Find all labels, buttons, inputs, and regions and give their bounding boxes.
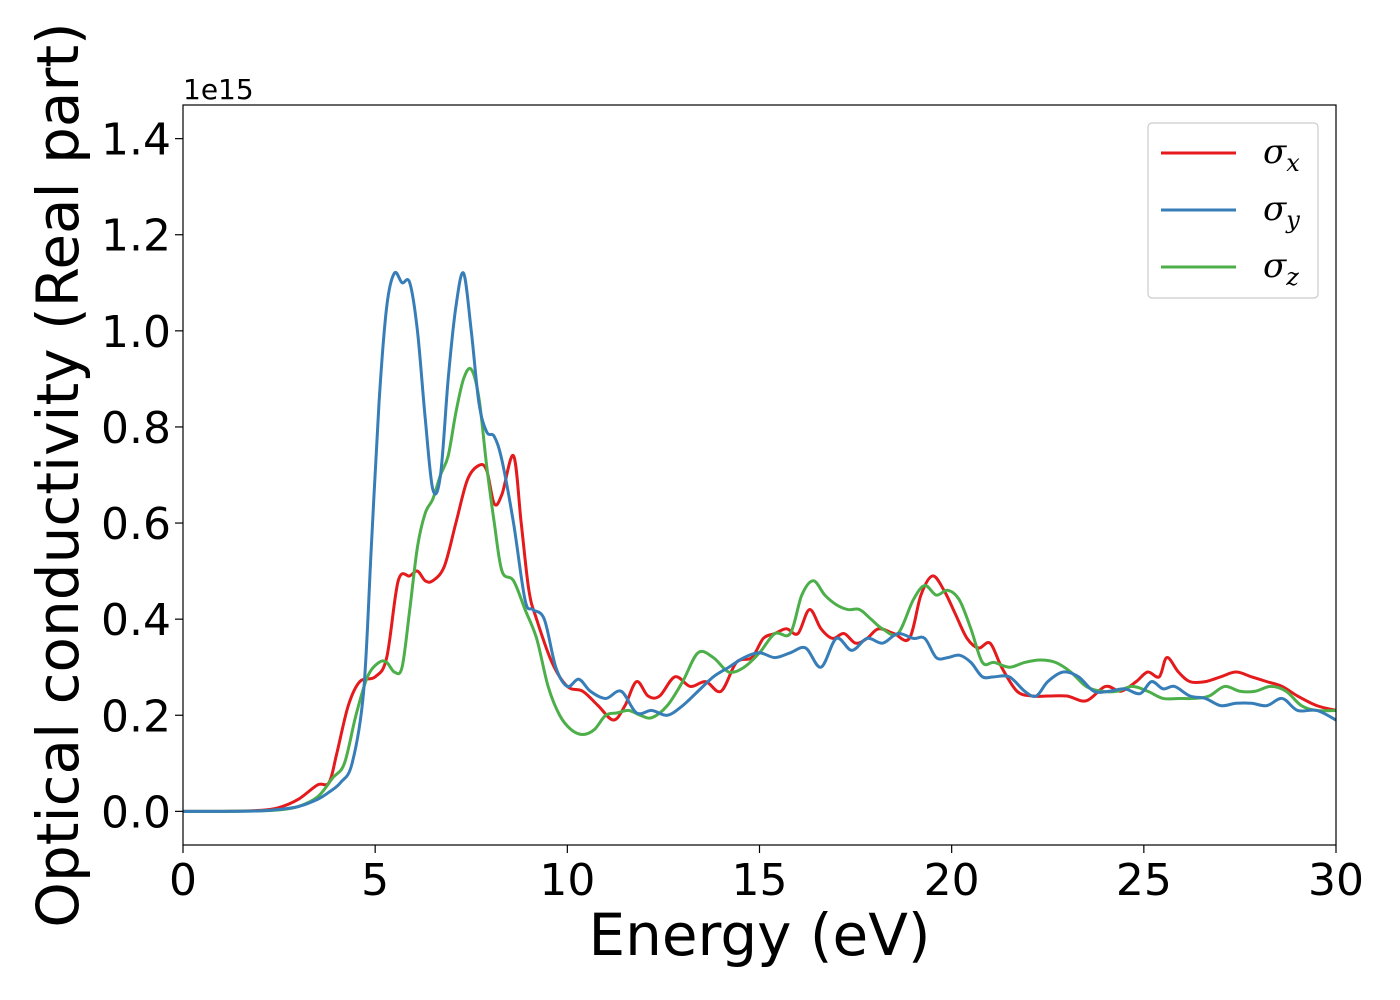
legend-label-z: σz [1263, 246, 1299, 291]
x-tick-label: 10 [539, 855, 595, 906]
y-tick-label: 1.0 [101, 307, 171, 358]
y-tick-label: 1.4 [101, 115, 171, 166]
series-layer [183, 270, 1336, 813]
y-tick-label: 0.4 [101, 595, 171, 646]
x-tick-label: 25 [1116, 855, 1172, 906]
x-tick-label: 20 [924, 855, 980, 906]
y-axis-label: Optical conductivity (Real part) [24, 22, 92, 927]
x-axis-ticks: 0 5 10 15 20 25 30 [169, 845, 1364, 906]
y-tick-label: 0.2 [101, 691, 171, 742]
x-tick-label: 30 [1308, 855, 1364, 906]
legend-label-x: σx [1263, 132, 1300, 177]
y-tick-label: 0.0 [101, 787, 171, 838]
x-tick-label: 0 [169, 855, 197, 906]
legend-label-y: σy [1263, 189, 1300, 234]
series-line-y [183, 270, 1336, 813]
x-tick-label: 5 [361, 855, 389, 906]
x-axis-label: Energy (eV) [588, 901, 930, 969]
x-tick-label: 15 [732, 855, 788, 906]
legend: σx σy σz [1147, 122, 1319, 299]
y-tick-label: 0.6 [101, 499, 171, 550]
y-tick-label: 0.8 [101, 403, 171, 454]
y-offset-text: 1e15 [183, 73, 254, 106]
y-axis-ticks: 0.0 0.2 0.4 0.6 0.8 1.0 1.2 1.4 [101, 115, 183, 838]
y-tick-label: 1.2 [101, 211, 171, 262]
series-line-x [183, 454, 1336, 813]
